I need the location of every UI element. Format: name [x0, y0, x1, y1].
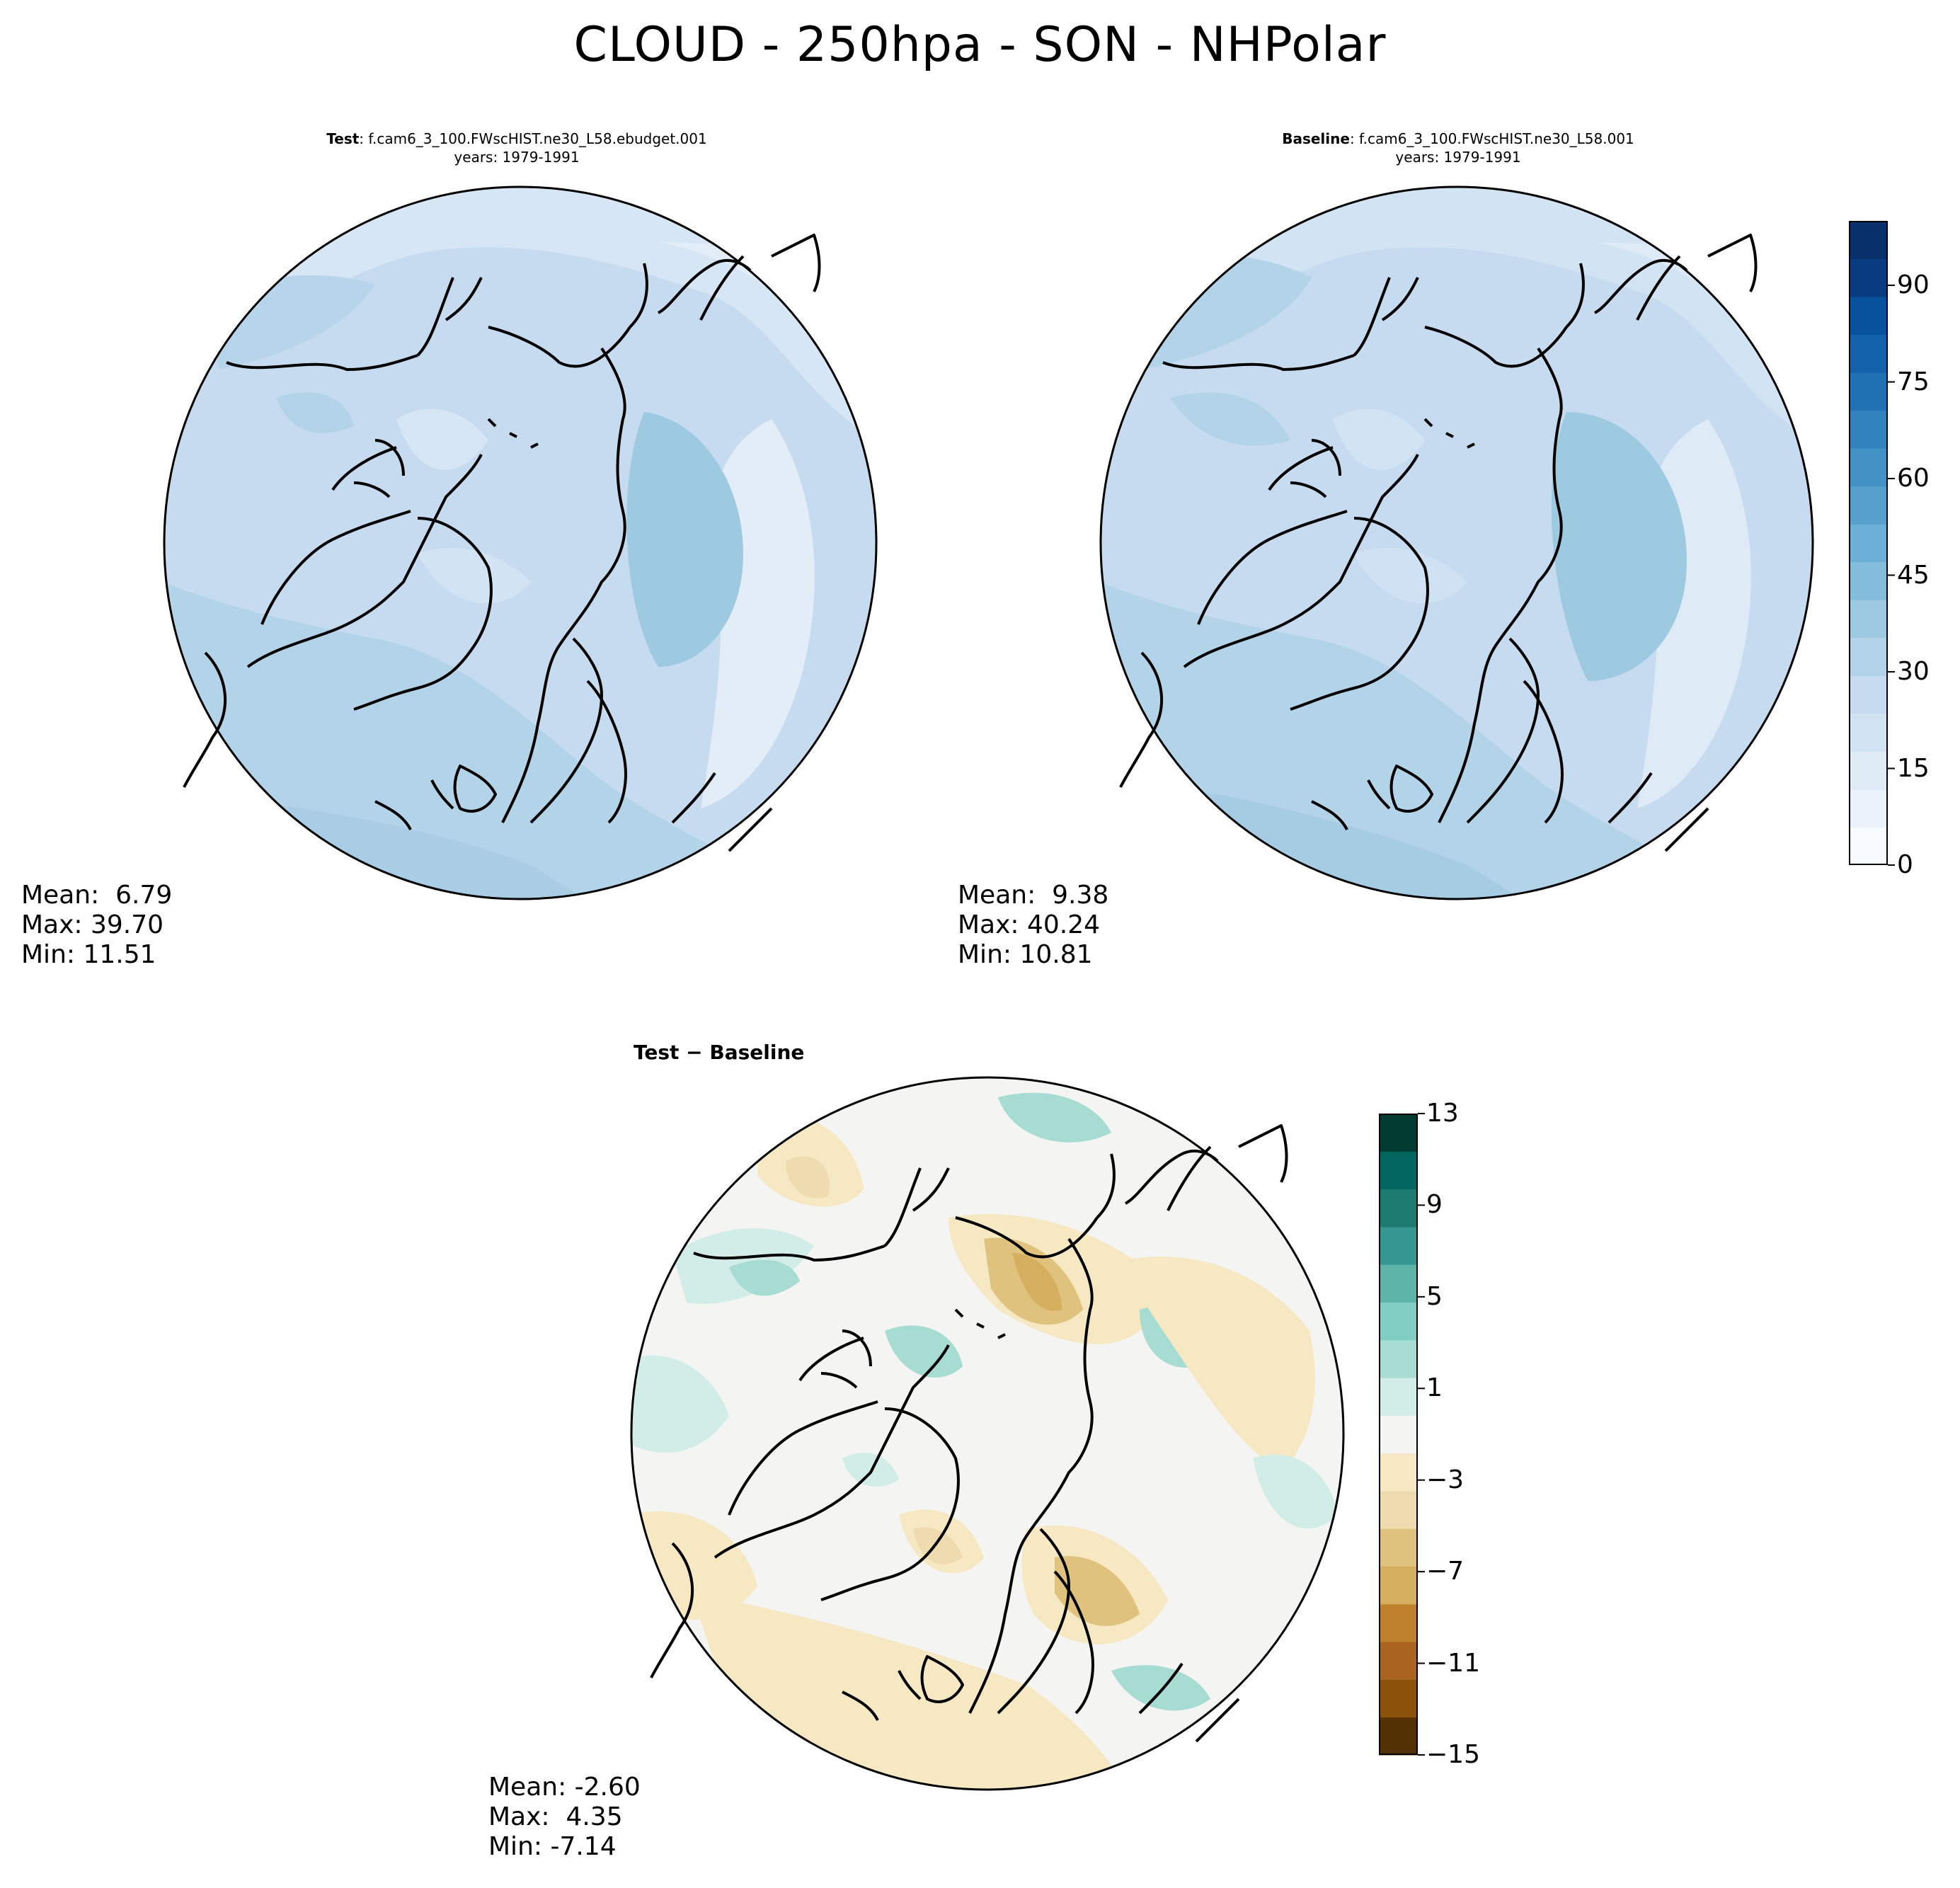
test-years: years: 1979-1991 [454, 149, 580, 166]
difference-colorbar-segment [1379, 1603, 1418, 1642]
field-colorbar-segment [1849, 258, 1888, 297]
baseline-years: years: 1979-1991 [1395, 149, 1521, 166]
test-stats: Mean: 6.79 Max: 39.70 Min: 11.51 [21, 881, 172, 970]
difference-colorbar-tick-label: 13 [1426, 1099, 1459, 1128]
difference-contour-fill [631, 1077, 1343, 1790]
difference-colorbar-tick-label: 5 [1426, 1281, 1443, 1311]
difference-colorbar-segment [1379, 1717, 1418, 1756]
field-colorbar-tick-label: 75 [1897, 367, 1930, 396]
difference-colorbar-tick-label: 1 [1426, 1373, 1443, 1403]
field-colorbar-segment [1849, 637, 1888, 676]
field-colorbar [1849, 221, 1895, 866]
difference-colorbar-segment [1379, 1114, 1418, 1152]
difference-colorbar-segment [1379, 1151, 1418, 1190]
field-colorbar-tick-label: 15 [1897, 753, 1930, 783]
difference-colorbar-tick-label: 9 [1426, 1190, 1443, 1220]
field-colorbar-segment [1849, 372, 1888, 411]
difference-colorbar-segment [1379, 1453, 1418, 1492]
difference-coastlines [650, 1124, 1288, 1743]
baseline-case-name: : f.cam6_3_100.FWscHIST.ne30_L58.001 [1349, 130, 1634, 147]
field-colorbar-segment [1849, 561, 1888, 600]
field-colorbar-segment [1849, 524, 1888, 563]
difference-colorbar-segment [1379, 1490, 1418, 1529]
baseline-label: Baseline [1282, 130, 1350, 147]
field-colorbar-segment [1849, 751, 1888, 790]
difference-mean: Mean: -2.60 [488, 1773, 641, 1802]
test-min: Min: 11.51 [21, 940, 156, 969]
baseline-contour-fill [1101, 187, 1813, 899]
field-colorbar-segment [1849, 334, 1888, 373]
baseline-min: Min: 10.81 [958, 940, 1093, 969]
difference-colorbar-segment [1379, 1528, 1418, 1567]
baseline-mean: Mean: 9.38 [958, 881, 1109, 910]
test-max: Max: 39.70 [21, 910, 164, 939]
test-contour-fill [164, 187, 876, 899]
test-panel-title: Test: f.cam6_3_100.FWscHIST.ne30_L58.ebu… [234, 130, 800, 147]
baseline-coastlines [1119, 234, 1758, 852]
difference-colorbar-segment [1379, 1679, 1418, 1718]
field-colorbar-segment [1849, 410, 1888, 449]
field-colorbar-border [1849, 221, 1888, 865]
difference-min: Min: -7.14 [488, 1832, 617, 1861]
field-colorbar-tick-label: 60 [1897, 464, 1930, 493]
field-colorbar-segment [1849, 827, 1888, 866]
difference-colorbar [1379, 1113, 1425, 1756]
difference-colorbar-segment [1379, 1226, 1418, 1265]
difference-colorbar-segment [1379, 1415, 1418, 1454]
field-colorbar-ticks: 0 15 30 45 60 75 90 [1897, 221, 1954, 878]
difference-colorbar-ticks: 13 9 5 1 −3 −7 −11 −15 [1426, 1101, 1490, 1768]
difference-colorbar-segment [1379, 1302, 1418, 1341]
difference-colorbar-tick-label: −15 [1426, 1740, 1480, 1769]
baseline-map [1099, 185, 1814, 900]
difference-colorbar-segment [1379, 1339, 1418, 1378]
baseline-max: Max: 40.24 [958, 910, 1101, 939]
field-colorbar-segment [1849, 675, 1888, 714]
difference-colorbar-tick-label: −11 [1426, 1648, 1480, 1678]
field-colorbar-segment [1849, 713, 1888, 752]
field-colorbar-tick-label: 45 [1897, 560, 1930, 590]
difference-colorbar-tick-label: −3 [1426, 1465, 1465, 1494]
field-colorbar-segment [1849, 448, 1888, 487]
field-colorbar-tick-label: 30 [1897, 657, 1930, 686]
field-colorbar-tick-label: 0 [1897, 850, 1913, 879]
field-colorbar-segment [1849, 486, 1888, 525]
difference-colorbar-border [1379, 1114, 1418, 1755]
baseline-stats: Mean: 9.38 Max: 40.24 Min: 10.81 [958, 881, 1108, 970]
difference-stats: Mean: -2.60 Max: 4.35 Min: -7.14 [488, 1773, 641, 1862]
test-case-name: : f.cam6_3_100.FWscHIST.ne30_L58.ebudget… [359, 130, 707, 147]
test-mean: Mean: 6.79 [21, 881, 173, 910]
test-coastlines [183, 234, 821, 852]
difference-panel-title: Test − Baseline [634, 1041, 805, 1064]
difference-colorbar-segment [1379, 1378, 1418, 1416]
test-label: Test [326, 130, 360, 147]
field-colorbar-segment [1849, 221, 1888, 260]
field-colorbar-segment [1849, 789, 1888, 828]
figure-title: CLOUD - 250hpa - SON - NHPolar [573, 17, 1387, 73]
difference-colorbar-segment [1379, 1566, 1418, 1605]
difference-colorbar-segment [1379, 1642, 1418, 1680]
field-colorbar-segment [1849, 600, 1888, 639]
field-colorbar-segment [1849, 297, 1888, 336]
difference-map [630, 1076, 1345, 1791]
field-colorbar-tick-label: 90 [1897, 270, 1930, 299]
difference-colorbar-segment [1379, 1189, 1418, 1228]
difference-colorbar-segment [1379, 1264, 1418, 1303]
difference-max: Max: 4.35 [488, 1802, 623, 1831]
baseline-panel-title: Baseline: f.cam6_3_100.FWscHIST.ne30_L58… [1175, 130, 1741, 147]
difference-colorbar-tick-label: −7 [1426, 1557, 1465, 1586]
test-map [163, 185, 878, 900]
